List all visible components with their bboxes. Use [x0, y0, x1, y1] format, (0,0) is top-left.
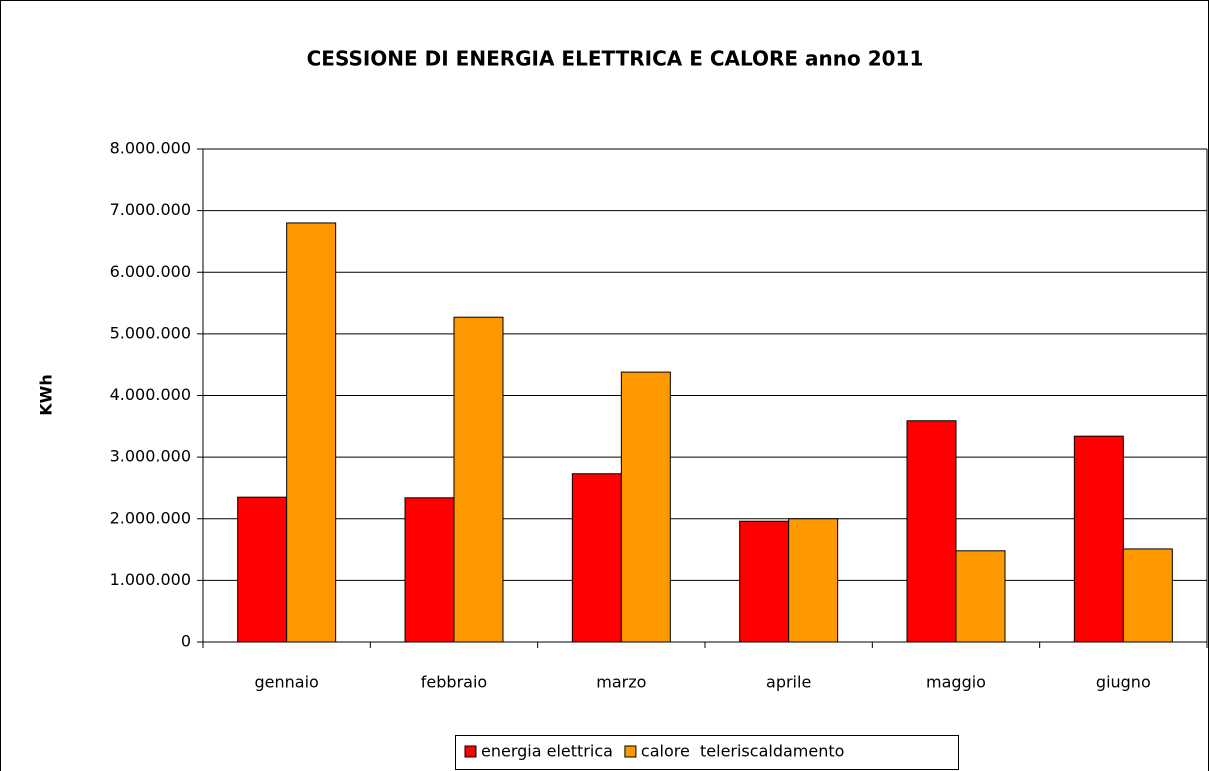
- bar: [571, 473, 622, 643]
- legend-swatch: [624, 745, 637, 758]
- y-tick-label: 5.000.000: [110, 323, 191, 342]
- y-tick-label: 4.000.000: [110, 385, 191, 404]
- x-tick-label: febbraio: [421, 673, 487, 692]
- y-tick-label: 1.000.000: [110, 570, 191, 589]
- legend-label: energia elettrica: [481, 742, 613, 761]
- bar: [906, 420, 957, 643]
- bar: [739, 520, 790, 643]
- y-tick-label: 3.000.000: [110, 447, 191, 466]
- x-tick-label: gennaio: [255, 673, 319, 692]
- chart-title: CESSIONE DI ENERGIA ELETTRICA E CALORE a…: [307, 47, 924, 71]
- y-tick-label: 8.000.000: [110, 139, 191, 158]
- bar: [620, 371, 671, 643]
- bar: [237, 496, 288, 643]
- bar: [404, 497, 455, 643]
- x-tick-label: aprile: [766, 673, 811, 692]
- legend-label: calore teleriscaldamento: [641, 742, 844, 761]
- y-tick-label: 2.000.000: [110, 508, 191, 527]
- bar: [286, 222, 337, 643]
- bar: [1073, 435, 1124, 643]
- bar: [453, 316, 504, 643]
- y-tick-label: 7.000.000: [110, 200, 191, 219]
- bar: [955, 550, 1006, 643]
- x-tick-label: maggio: [926, 673, 986, 692]
- x-tick-label: marzo: [596, 673, 646, 692]
- legend-swatch: [464, 745, 477, 758]
- bar: [788, 518, 839, 643]
- legend-box: [455, 735, 959, 770]
- y-tick-label: 0: [181, 632, 191, 651]
- y-tick-label: 6.000.000: [110, 262, 191, 281]
- x-tick-label: giugno: [1096, 673, 1151, 692]
- y-axis-label: KWh: [37, 374, 56, 415]
- bar: [1122, 548, 1173, 643]
